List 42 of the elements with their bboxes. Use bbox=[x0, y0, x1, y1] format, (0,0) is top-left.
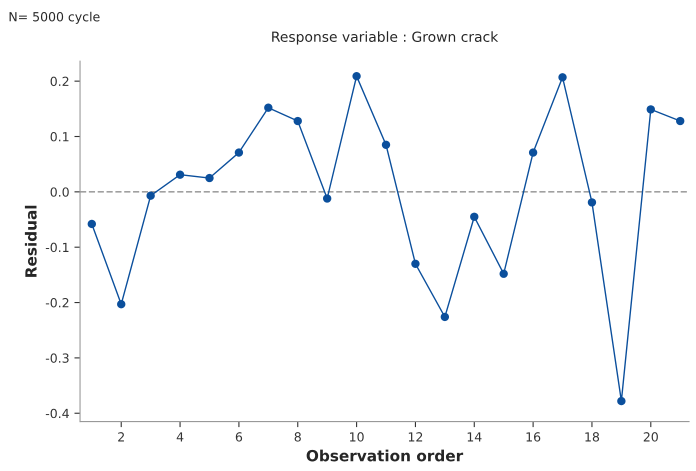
point bbox=[382, 140, 390, 149]
point bbox=[264, 104, 272, 112]
y-tick-label: -0.3 bbox=[46, 353, 69, 363]
point bbox=[646, 105, 655, 114]
y-tick-label: 0.1 bbox=[50, 132, 68, 142]
y-tick-label: 0.2 bbox=[50, 76, 68, 86]
x-axis-title: Observation order bbox=[306, 450, 464, 462]
point bbox=[117, 300, 126, 308]
point bbox=[294, 116, 302, 126]
point bbox=[470, 212, 478, 221]
point bbox=[617, 396, 626, 406]
point bbox=[588, 198, 596, 207]
x-tick-label: 2 bbox=[118, 432, 124, 442]
point bbox=[440, 312, 450, 322]
point bbox=[528, 148, 538, 157]
x-tick-label: 14 bbox=[468, 432, 482, 442]
x-tick-label: 18 bbox=[585, 432, 600, 442]
x-tick-label: 4 bbox=[176, 432, 184, 442]
point bbox=[411, 260, 420, 268]
y-tick-label: -0.4 bbox=[46, 408, 69, 418]
text: N= 5000 cycle bbox=[10, 12, 100, 24]
chart-title: Response variable : Grown crack bbox=[272, 31, 498, 45]
x-tick-label: 10 bbox=[350, 432, 364, 442]
x-tick-label: 8 bbox=[294, 432, 301, 442]
y-tick-label: -0.1 bbox=[46, 242, 68, 252]
point bbox=[88, 220, 96, 228]
point bbox=[500, 270, 508, 278]
y-axis-title: Residual bbox=[24, 206, 37, 277]
x-tick-label: 16 bbox=[526, 432, 540, 442]
x-tick-label: 20 bbox=[644, 432, 658, 442]
point bbox=[205, 174, 214, 182]
point bbox=[234, 148, 244, 157]
point bbox=[352, 72, 361, 80]
point bbox=[176, 170, 184, 179]
point bbox=[676, 116, 684, 126]
point bbox=[558, 73, 567, 82]
point bbox=[323, 194, 332, 203]
x-tick-label: 12 bbox=[408, 432, 422, 442]
y-tick-label: 0.0 bbox=[50, 187, 69, 197]
point bbox=[146, 192, 155, 200]
y-tick-label: -0.2 bbox=[46, 298, 68, 308]
x-tick-label: 6 bbox=[236, 432, 242, 442]
